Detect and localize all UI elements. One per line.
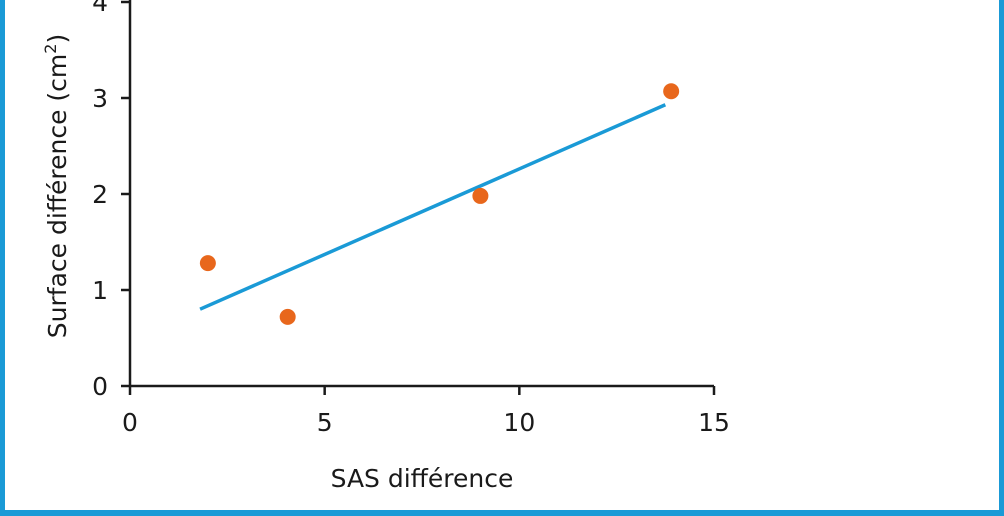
data-point — [279, 308, 296, 325]
y-tick-label: 3 — [92, 84, 108, 113]
data-point — [199, 255, 216, 272]
x-axis-title: SAS différence — [331, 464, 514, 493]
x-tick-label: 0 — [122, 408, 138, 437]
x-tick-label: 15 — [698, 408, 730, 437]
y-axis-title: Surface différence (cm2) — [41, 34, 72, 338]
y-tick-label: 4 — [92, 0, 108, 17]
data-points — [199, 83, 680, 325]
y-tick-label: 1 — [92, 276, 108, 305]
x-tick-label: 5 — [317, 408, 333, 437]
y-axis-title-main: Surface différence (cm — [43, 54, 72, 339]
data-point — [663, 83, 680, 100]
y-axis-title-close: ) — [43, 34, 72, 44]
y-tick-label: 2 — [92, 180, 108, 209]
y-axis-title-superscript: 2 — [41, 44, 60, 54]
y-tick-label: 0 — [92, 372, 108, 401]
x-tick-label: 10 — [503, 408, 535, 437]
ticks: 0 5 10 15 0 1 2 3 4 — [92, 0, 730, 437]
trendline — [199, 103, 667, 311]
data-point — [472, 187, 489, 204]
axes — [128, 0, 714, 388]
